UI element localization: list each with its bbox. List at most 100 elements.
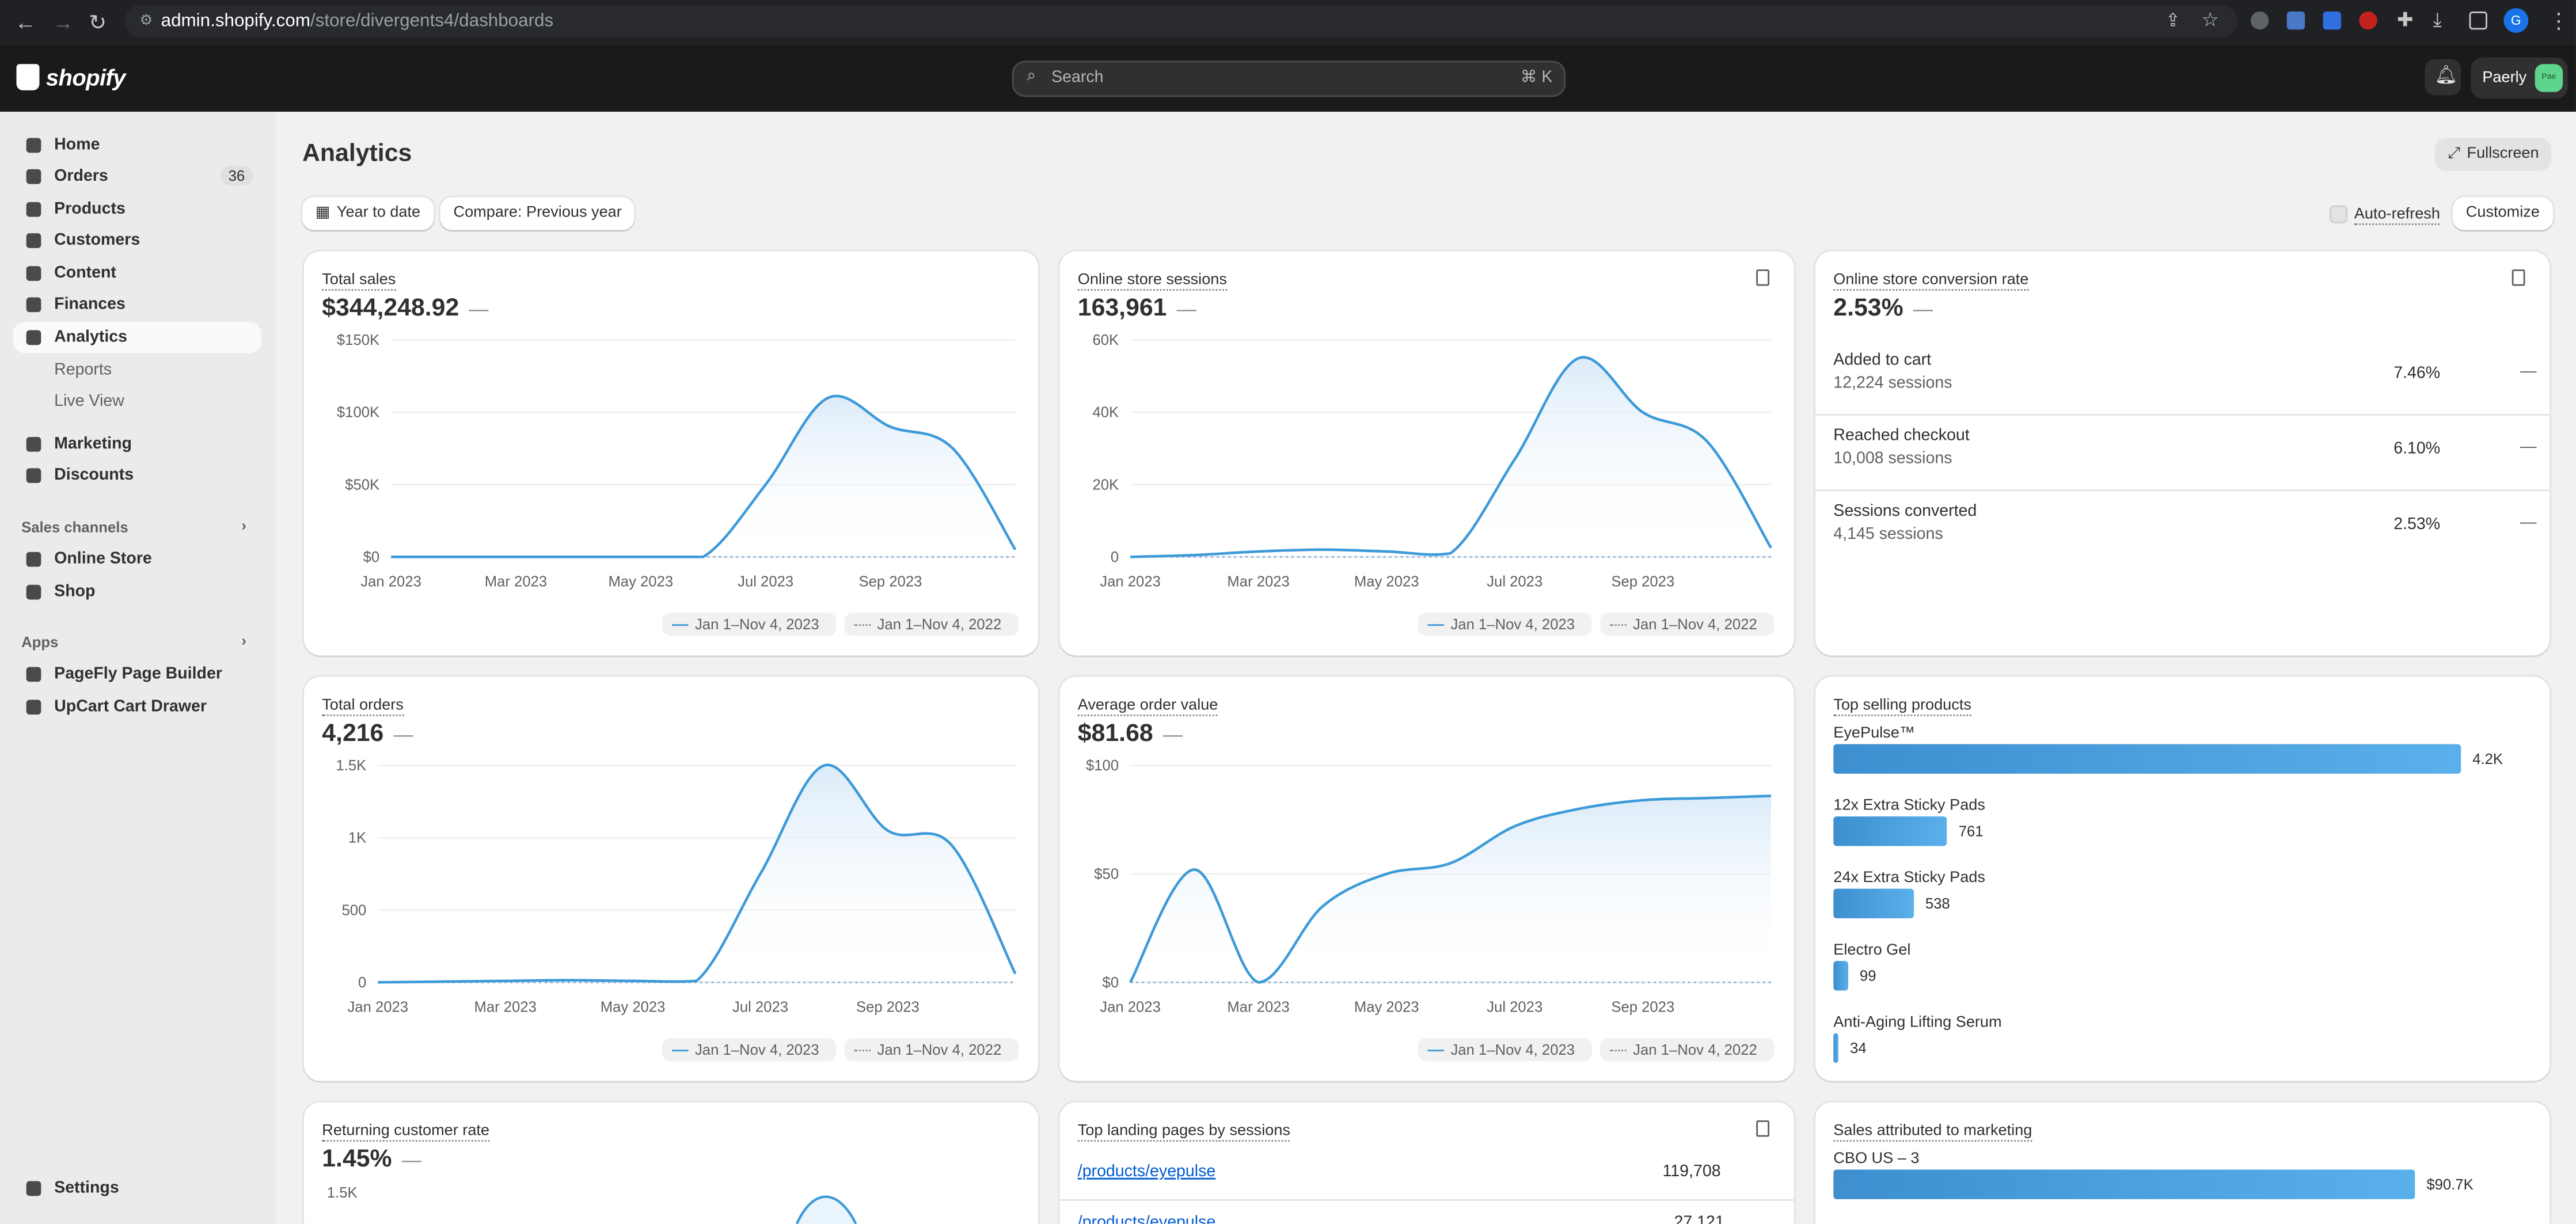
forward-icon[interactable]: → [52,10,74,35]
returning-customer-rate-card[interactable]: Returning customer rate 1.45% — 1.5K [303,1102,1039,1224]
profile-avatar[interactable]: G [2503,8,2529,33]
total-orders-card[interactable]: Total orders 4,216— 0 500 1K 1.5K Jan 2023 Ma… [303,676,1039,1081]
sidebar-item-products[interactable]: Products [13,194,261,225]
sidebar-item-marketing[interactable]: Marketing [13,429,261,460]
date-range-button[interactable]: ▦ Year to date [302,197,434,230]
bar[interactable] [1833,888,1914,918]
customize-button[interactable]: Customize [2452,197,2553,230]
card-title[interactable]: Top landing pages by sessions [1077,1122,1290,1142]
apps-heading[interactable]: Apps › [21,633,246,651]
series-line-2023 [391,394,1017,558]
card-title[interactable]: Top selling products [1833,697,1971,717]
site-info-icon[interactable]: ⚙ [139,11,153,28]
card-title[interactable]: Total orders [322,697,404,717]
y-tick-label: $100 [1086,758,1119,774]
sidebar-item-shop[interactable]: Shop [13,577,261,608]
conversion-rate-card[interactable]: Online store conversion rate 2.53% — Adde… [1815,251,2550,656]
sidebar-item-label: Online Store [54,550,152,569]
sidebar-item-customers[interactable]: Customers [13,225,261,256]
card-title[interactable]: Sales attributed to marketing [1833,1122,2032,1142]
report-document-icon[interactable] [2512,269,2525,286]
bell-icon: 🔔︎ [2434,66,2458,86]
sidebar-item-label: Products [54,200,126,219]
card-title[interactable]: Online store sessions [1077,271,1227,291]
bookmark-star-icon[interactable]: ☆ [2201,8,2220,32]
legend-previous-period[interactable]: Jan 1–Nov 4, 2022 [844,1038,1018,1062]
sidebar-item-finances[interactable]: Finances [13,289,261,320]
search-input[interactable]: ⌕ Search ⌘ K [1012,60,1566,97]
compare-button[interactable]: Compare: Previous year [440,197,635,230]
address-bar[interactable]: ⚙ admin.shopify.com/store/divergents4/da… [124,5,2238,38]
browser-menu-icon[interactable]: ⋮ [2548,8,2570,33]
download-icon[interactable]: ⤓ [2433,8,2442,32]
legend-current-period[interactable]: Jan 1–Nov 4, 2023 [1418,613,1591,636]
report-document-icon[interactable] [1756,1120,1770,1137]
back-icon[interactable]: ← [14,10,36,35]
notifications-button[interactable]: 🔔︎ [2425,59,2461,96]
sidebar-app-item[interactable]: UpCart Cart Drawer [13,691,261,723]
record-extension-icon[interactable] [2359,11,2377,30]
bar[interactable] [1833,1169,2415,1199]
x-tick-label: Mar 2023 [485,574,547,590]
y-tick-label: $0 [1103,975,1119,991]
fullscreen-button[interactable]: ⤢ Fullscreen [2434,138,2552,171]
card-title[interactable]: Average order value [1077,697,1218,717]
landing-page-link[interactable]: /products/eyepulse [1077,1214,1216,1224]
line-chart: $0 $50K $100K $150K Jan 2023 Mar 2023 May 2023… [337,332,1017,590]
sidebar-item-label: Reports [54,361,112,380]
top-selling-products-card[interactable]: Top selling products EyePulse™ 4.2K 12x Ex… [1815,676,2550,1081]
legend-previous-period[interactable]: Jan 1–Nov 4, 2022 [844,613,1018,636]
funnel-step-rate: 6.10% [2393,440,2441,459]
sales-attributed-to-marketing-card[interactable]: Sales attributed to marketing CBO US – 3… [1815,1102,2550,1224]
legend-previous-period[interactable]: Jan 1–Nov 4, 2022 [1600,1038,1774,1062]
account-menu-button[interactable]: Paerly Pae [2471,57,2568,99]
sidebar-item-reports[interactable]: Reports [13,355,261,386]
legend-dotted-swatch [1610,1050,1627,1052]
sidebar-item-label: PageFly Page Builder [54,665,222,683]
bar[interactable] [1833,961,1848,991]
landing-page-link[interactable]: /products/eyepulse [1077,1163,1216,1181]
online-store-sessions-card[interactable]: Online store sessions 163,961— 0 20K 40K 60… [1059,251,1794,656]
translate-extension-icon[interactable] [2286,11,2305,30]
card-title[interactable]: Online store conversion rate [1833,271,2029,291]
sidebar-item-home[interactable]: Home [13,130,261,161]
bar[interactable] [1833,1033,1839,1063]
extension-icon[interactable] [2251,11,2269,30]
extensions-puzzle-icon[interactable]: ✚ [2396,8,2414,32]
y-tick-label: 20K [1092,477,1119,493]
auto-refresh-checkbox[interactable] [2329,205,2348,224]
sidebar-item-online-store[interactable]: Online Store [13,543,261,575]
average-order-value-card[interactable]: Average order value $81.68— $0 $50 $100 Jan… [1059,676,1794,1081]
card-title[interactable]: Returning customer rate [322,1122,490,1142]
sidebar-item-orders[interactable]: Orders 36 [13,161,261,192]
legend-current-period[interactable]: Jan 1–Nov 4, 2023 [662,613,836,636]
card-title[interactable]: Total sales [322,271,396,291]
legend-current-period[interactable]: Jan 1–Nov 4, 2023 [662,1038,836,1062]
funnel-step-change: — [2520,438,2537,457]
auto-refresh-label[interactable]: Auto-refresh [2354,206,2440,225]
sidebar-item-analytics[interactable]: Analytics [13,322,261,353]
bar[interactable] [1833,744,2461,774]
report-document-icon[interactable] [1756,269,1770,286]
shopify-logo[interactable]: shopify [16,64,126,90]
side-panel-icon[interactable] [2469,11,2487,30]
sales-channels-heading[interactable]: Sales channels › [21,518,246,535]
legend-current-period[interactable]: Jan 1–Nov 4, 2023 [1418,1038,1591,1062]
legend-previous-period[interactable]: Jan 1–Nov 4, 2022 [1600,613,1774,636]
reload-icon[interactable]: ↻ [89,10,107,35]
chevron-right-icon: › [241,632,246,649]
sidebar-item-label: Customers [54,231,140,250]
extension-icon[interactable] [2323,11,2341,30]
sidebar-item-label: Finances [54,295,126,314]
sidebar-item-settings[interactable]: Settings [13,1173,261,1204]
sidebar-item-live-view[interactable]: Live View [13,386,261,417]
share-icon[interactable]: ⇪ [2165,11,2180,32]
x-tick-label: May 2023 [1354,574,1419,590]
total-sales-card[interactable]: Total sales $344,248.92— $0 $50K $100K $150… [303,251,1039,656]
top-landing-pages-card[interactable]: Top landing pages by sessions /products/… [1059,1102,1794,1224]
bar[interactable] [1833,816,1947,846]
y-tick-label: $100K [337,405,379,421]
sidebar-item-content[interactable]: Content [13,258,261,289]
sidebar-app-item[interactable]: PageFly Page Builder [13,659,261,690]
sidebar-item-discounts[interactable]: Discounts [13,460,261,491]
